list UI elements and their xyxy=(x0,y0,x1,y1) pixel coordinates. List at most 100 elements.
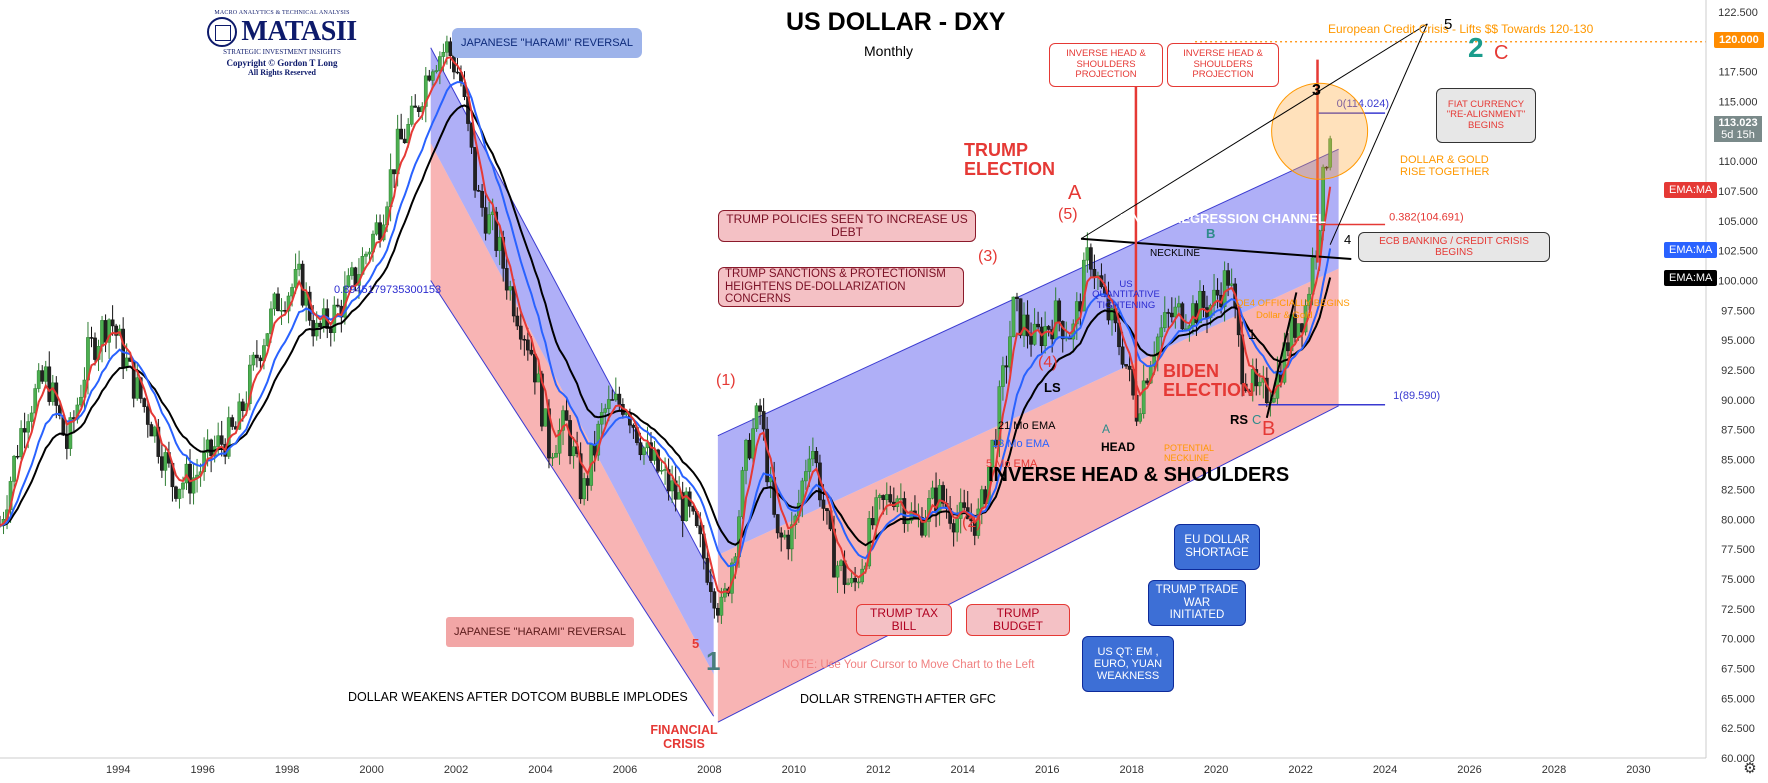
candle-body xyxy=(142,398,147,407)
candle-body xyxy=(1011,296,1016,338)
settings-gear-icon[interactable]: ⚙ xyxy=(1743,760,1756,777)
candle-body xyxy=(1110,308,1114,321)
candle-body xyxy=(392,169,396,175)
candle-body xyxy=(124,357,129,368)
neckline-text: NECKLINE xyxy=(1150,248,1201,259)
candle-body xyxy=(1212,289,1216,306)
candle-body xyxy=(994,439,998,446)
candle-body xyxy=(564,410,569,421)
time-tick-label: 2016 xyxy=(1035,764,1059,776)
logo-tagline: STRATEGIC INVESTMENT INSIGHTS xyxy=(223,48,341,56)
candle-body xyxy=(1138,413,1142,422)
candle-body xyxy=(684,491,689,522)
small-1-label: 1 xyxy=(1248,326,1256,342)
price-tick-label: 92.500 xyxy=(1721,365,1755,377)
candle-body xyxy=(43,366,48,382)
candle-body xyxy=(65,434,69,449)
candle-body xyxy=(346,275,351,287)
candle-body xyxy=(209,439,213,457)
candle-body xyxy=(550,456,555,459)
price-tick-label: 100.000 xyxy=(1718,276,1758,288)
price-tick-label: 67.500 xyxy=(1721,663,1755,675)
candle-body xyxy=(705,557,710,583)
candle-body xyxy=(849,578,854,584)
down-channel-top-line xyxy=(430,47,715,580)
candle-body xyxy=(839,560,843,567)
candle-body xyxy=(951,523,956,533)
candle-body xyxy=(585,478,590,486)
wave-3-label: (3) xyxy=(978,248,998,265)
candle-body xyxy=(1004,365,1009,368)
candle-body xyxy=(12,455,16,482)
candle-body xyxy=(1296,323,1301,338)
candle-body xyxy=(427,75,432,81)
price-tick-label: 115.000 xyxy=(1719,96,1758,108)
time-tick-label: 2008 xyxy=(697,764,721,776)
fib-0-label: 0(114.024) xyxy=(1337,98,1389,110)
candle-body xyxy=(121,328,126,368)
trump-tax-box: TRUMP TAX BILL xyxy=(856,604,952,636)
time-tick-label: 1994 xyxy=(106,764,130,776)
candle-body xyxy=(1141,380,1146,415)
candle-body xyxy=(441,52,446,57)
candle-body xyxy=(269,308,273,334)
candle-body xyxy=(110,319,115,327)
candle-body xyxy=(438,56,442,71)
price-tick-label: 105.000 xyxy=(1718,216,1758,228)
candle-body xyxy=(779,532,784,538)
candle-body xyxy=(413,105,418,108)
candle-body xyxy=(1307,293,1311,306)
candle-body xyxy=(1124,364,1128,367)
candle-body xyxy=(279,310,284,312)
candle-body xyxy=(1191,303,1195,326)
candle-body xyxy=(754,405,759,429)
candle-body xyxy=(1127,365,1132,370)
candle-body xyxy=(1173,306,1178,318)
candle-body xyxy=(1169,312,1174,318)
candle-body xyxy=(19,428,23,457)
candle-body xyxy=(114,325,118,336)
candle-body xyxy=(803,471,808,482)
candle-body xyxy=(1177,303,1181,308)
candle-body xyxy=(740,470,745,518)
candle-body xyxy=(430,71,435,81)
candle-body xyxy=(36,370,41,389)
candle-body xyxy=(335,304,340,307)
trump-trade-box: TRUMP TRADE WAR INITIATED xyxy=(1148,580,1246,626)
logo-top-text: MACRO ANALYTICS & TECHNICAL ANALYSIS xyxy=(214,10,350,16)
candle-body xyxy=(258,357,263,362)
candle-body xyxy=(145,406,150,425)
candle-body xyxy=(1272,398,1276,403)
top-highlight-circle xyxy=(1271,82,1369,180)
candle-body xyxy=(89,337,94,339)
candle-body xyxy=(1226,270,1230,286)
candle-body xyxy=(350,267,354,276)
eu-dollar-box: EU DOLLAR SHORTAGE xyxy=(1174,524,1260,570)
candle-body xyxy=(941,485,945,504)
candle-body xyxy=(775,514,780,534)
candle-body xyxy=(22,428,27,433)
candle-body xyxy=(807,458,812,472)
candle-body xyxy=(1046,326,1051,330)
candle-body xyxy=(853,578,857,583)
harami-top-box: JAPANESE "HARAMI" REVERSAL xyxy=(452,28,642,58)
candle-body xyxy=(300,263,305,306)
candle-body xyxy=(1328,138,1333,168)
candle-body xyxy=(15,455,20,458)
fib-0382-label: 0.382(104.691) xyxy=(1389,212,1464,224)
candle-body xyxy=(251,354,256,366)
candle-body xyxy=(399,128,404,140)
candle-body xyxy=(962,502,967,508)
price-tick-label: 70.000 xyxy=(1721,634,1755,646)
dollar-gold-small-text: Dollar & Gold xyxy=(1256,310,1313,321)
candle-body xyxy=(1043,326,1047,346)
candle-body xyxy=(582,478,587,500)
logo-copyright: Copyright © Gordon T Long xyxy=(226,58,338,68)
fiat-box: FIAT CURRENCY "RE-ALIGNMENT" BEGINS xyxy=(1436,88,1536,143)
candle-body xyxy=(1257,381,1262,387)
time-tick-label: 2024 xyxy=(1373,764,1397,776)
big-2-label: 2 xyxy=(1468,32,1484,63)
candle-body xyxy=(1081,259,1086,312)
time-axis[interactable]: 1994 1996 1998 2000 2002 2004 2006 2008 2010 2012… xyxy=(0,757,1757,777)
